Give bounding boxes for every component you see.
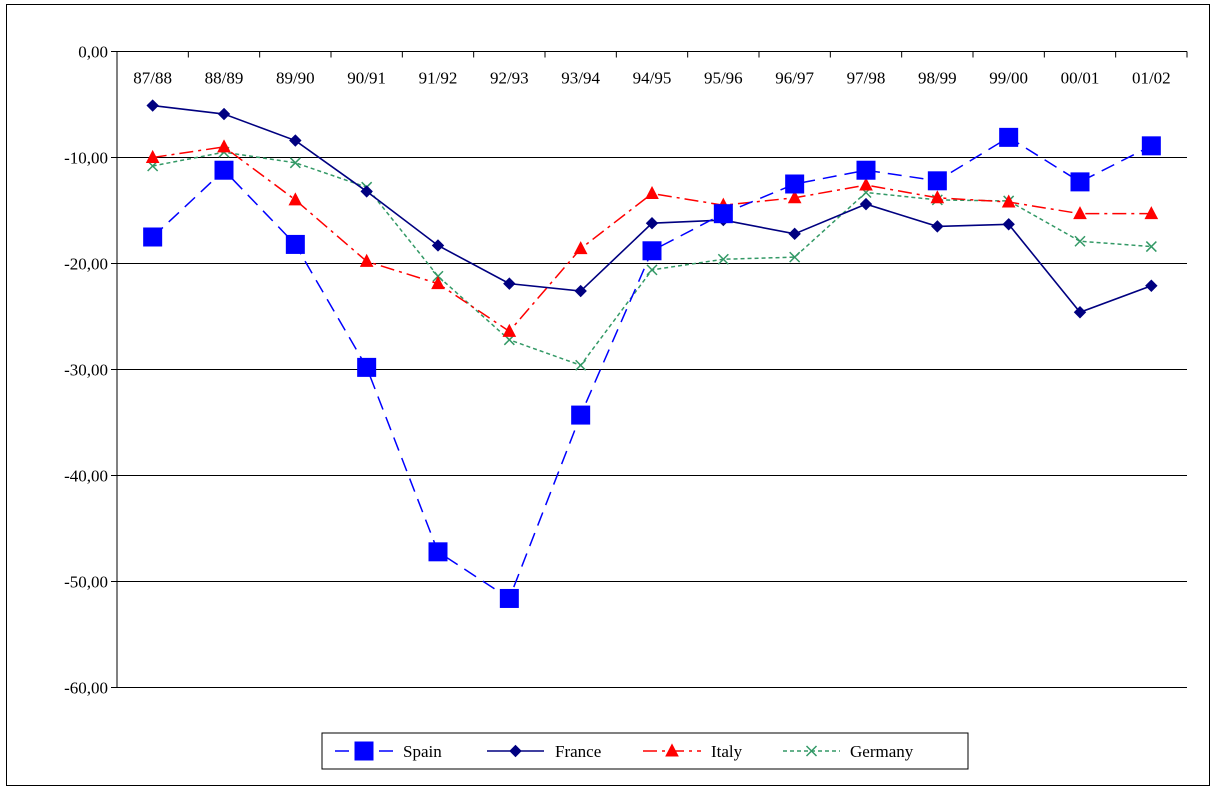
france-point [289,134,302,147]
legend-marker [509,744,522,758]
x-tick-label: 01/02 [1132,69,1171,88]
italy-point [217,139,231,153]
italy-point [502,323,517,337]
legend-marker [805,745,818,757]
legend-marker [354,741,374,761]
france-point [503,277,516,290]
x-tick-label: 92/93 [490,69,529,88]
x-tick-label: 96/97 [775,69,814,88]
italy-point [1001,194,1016,208]
legend-entry-spain: Spain [335,741,442,761]
spain-point [1141,136,1161,156]
x-tick-label: 89/90 [276,69,315,88]
legend-label: Spain [403,742,442,761]
y-tick-label: -30,00 [64,361,108,380]
spain-point [214,160,234,180]
x-tick-label: 99/00 [989,69,1028,88]
italy-point [930,190,945,204]
france-point [1002,218,1015,231]
italy-point [645,185,659,200]
spain-point [428,542,448,562]
italy-point [573,241,588,255]
spain-point [1070,172,1090,192]
italy-point [787,190,802,204]
spain-point [143,227,163,247]
x-tick-label: 98/99 [918,69,957,88]
series-lines [143,99,1161,608]
series-spain [143,127,1161,608]
italy-point [145,149,160,163]
x-tick-label: 95/96 [704,69,743,88]
y-tick-label: 0,00 [78,43,108,62]
spain-point [856,160,876,180]
legend-marker [665,743,679,757]
legend-entry-germany: Germany [783,742,914,761]
france-point [360,185,373,198]
france-point [146,99,159,112]
x-tick-label: 94/95 [633,69,672,88]
spain-point [499,588,519,608]
x-axis-ticks: 87/88 88/89 89/90 90/91 91/92 92/93 93/94 94/95… [116,51,1188,88]
france-point [788,227,801,241]
spain-point [642,241,662,261]
france-point [1073,306,1087,319]
spain-point [785,174,805,194]
germany-point [717,253,729,265]
france-point [931,220,944,233]
germany-point [575,359,587,371]
germany-point [1074,235,1086,247]
italy-point [288,192,303,206]
x-tick-label: 93/94 [561,69,600,88]
italy-point [1144,206,1159,220]
series-france [146,99,1158,319]
gridlines [116,51,1187,688]
x-tick-label: 90/91 [347,69,386,88]
france-point [1145,279,1158,292]
x-tick-label: 00/01 [1061,69,1100,88]
france-point [859,197,873,211]
france-point [431,239,445,252]
spain-point [927,171,947,191]
x-tick-label: 88/89 [205,69,244,88]
legend-label: Italy [711,742,743,761]
x-tick-label: 91/92 [419,69,458,88]
italy-point [1073,206,1087,220]
spain-point [285,234,305,254]
italy-point [359,253,374,267]
france-point [574,284,587,298]
y-tick-label: -40,00 [64,467,108,486]
france-point [645,217,659,230]
legend-label: France [555,742,601,761]
germany-point [289,157,301,169]
germany-point [1145,241,1157,253]
y-tick-label: -10,00 [64,149,108,168]
france-point [217,107,231,121]
x-tick-label: 87/88 [133,69,172,88]
germany-point [789,251,801,263]
spain-point [713,204,733,224]
legend: Spain France Italy Germany [321,732,969,770]
legend-label: Germany [850,742,914,761]
spain-point [999,127,1019,147]
x-tick-label: 97/98 [847,69,886,88]
y-tick-label: -20,00 [64,255,108,274]
italy-point [859,177,873,191]
y-tick-label: -50,00 [64,573,108,592]
spain-point [357,357,377,377]
y-tick-label: -60,00 [64,679,108,698]
germany-point [646,264,658,276]
legend-entry-italy: Italy [643,742,743,761]
spain-point [571,405,591,425]
italy-point [431,276,445,290]
legend-entry-france: France [487,742,601,761]
y-axis-ticks: 0,00 -10,00 -20,00 -30,00 -40,00 -50,00 -60,00 [64,43,117,698]
